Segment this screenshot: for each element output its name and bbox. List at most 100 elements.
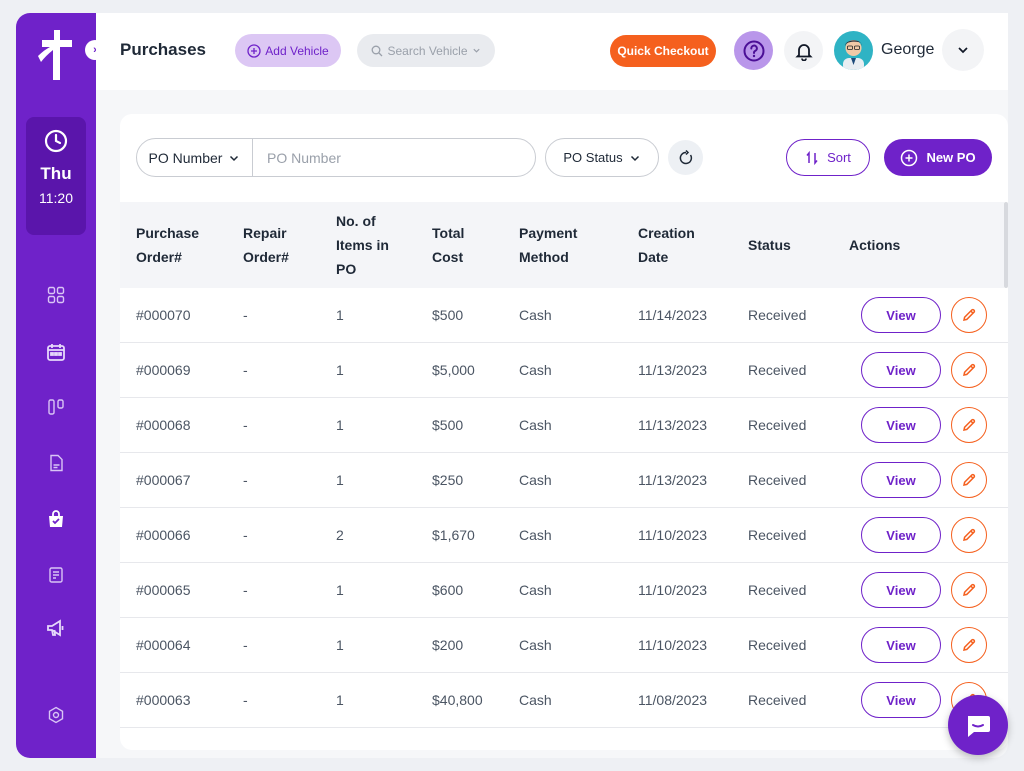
chat-bubble-icon <box>963 710 993 740</box>
view-button[interactable]: View <box>861 297 941 333</box>
pencil-icon <box>961 472 977 488</box>
column-header-total-cost[interactable]: Total Cost <box>432 221 464 269</box>
cell-repair-order: - <box>243 563 248 618</box>
column-header-repair-order[interactable]: Repair Order# <box>243 221 289 269</box>
cell-items: 1 <box>336 618 344 673</box>
quick-checkout-button[interactable]: Quick Checkout <box>610 35 716 67</box>
app-logo[interactable] <box>36 28 76 83</box>
user-menu-button[interactable] <box>942 29 984 71</box>
cell-payment-method: Cash <box>519 673 552 728</box>
cell-payment-method: Cash <box>519 288 552 343</box>
po-status-select[interactable]: PO Status <box>545 138 659 177</box>
cell-items: 1 <box>336 398 344 453</box>
cell-creation-date: 11/14/2023 <box>638 288 707 343</box>
cell-total-cost: $250 <box>432 453 463 508</box>
cell-po: #000070 <box>136 288 191 343</box>
table-row: #000066-2 $1,670 Cash 11/10/2023 Received Vie… <box>120 508 1008 563</box>
po-number-input[interactable] <box>253 139 535 176</box>
user-name[interactable]: George <box>881 41 934 59</box>
cell-total-cost: $1,670 <box>432 508 475 563</box>
column-header-creation-date[interactable]: Creation Date <box>638 221 695 269</box>
purchases-panel: PO Number PO Status Sort New PO Purchase… <box>120 114 1008 750</box>
top-bar: Purchases Add Vehicle Search Vehicle Qui… <box>96 13 1008 90</box>
column-header-payment-method[interactable]: Payment Method <box>519 221 577 269</box>
new-po-label: New PO <box>926 150 975 165</box>
invoice-icon[interactable] <box>44 563 68 587</box>
cell-status: Received <box>748 508 806 563</box>
cell-po: #000068 <box>136 398 191 453</box>
cell-status: Received <box>748 398 806 453</box>
chevron-down-icon <box>956 43 970 57</box>
cell-items: 1 <box>336 453 344 508</box>
dashboard-icon[interactable] <box>44 283 68 307</box>
chat-button[interactable] <box>948 695 1008 755</box>
clock-icon <box>44 129 68 158</box>
settings-icon[interactable] <box>44 703 68 727</box>
view-button[interactable]: View <box>861 572 941 608</box>
cell-payment-method: Cash <box>519 508 552 563</box>
chevron-down-icon <box>228 152 240 164</box>
cell-payment-method: Cash <box>519 453 552 508</box>
view-button[interactable]: View <box>861 517 941 553</box>
cell-total-cost: $500 <box>432 288 463 343</box>
pencil-icon <box>961 307 977 323</box>
column-header-actions: Actions <box>849 233 900 257</box>
cell-total-cost: $500 <box>432 398 463 453</box>
table-row: #000069-1 $5,000 Cash 11/13/2023 Received Vie… <box>120 343 1008 398</box>
cell-status: Received <box>748 673 806 728</box>
cell-creation-date: 11/10/2023 <box>638 563 707 618</box>
view-button[interactable]: View <box>861 462 941 498</box>
column-header-status[interactable]: Status <box>748 233 791 257</box>
edit-button[interactable] <box>951 407 987 443</box>
calendar-icon[interactable] <box>44 340 68 364</box>
edit-button[interactable] <box>951 627 987 663</box>
column-header-po[interactable]: Purchase Order# <box>136 221 199 269</box>
view-button[interactable]: View <box>861 627 941 663</box>
megaphone-icon[interactable] <box>44 616 68 640</box>
search-vehicle-dropdown[interactable]: Search Vehicle <box>357 34 495 67</box>
pencil-icon <box>961 362 977 378</box>
cell-creation-date: 11/13/2023 <box>638 453 707 508</box>
table-row: #000067-1 $250 Cash 11/13/2023 Received View <box>120 453 1008 508</box>
pencil-icon <box>961 637 977 653</box>
edit-button[interactable] <box>951 517 987 553</box>
cell-creation-date: 11/10/2023 <box>638 508 707 563</box>
user-avatar[interactable] <box>834 31 873 70</box>
document-icon[interactable] <box>44 451 68 475</box>
cell-creation-date: 11/13/2023 <box>638 398 707 453</box>
cell-repair-order: - <box>243 618 248 673</box>
view-button[interactable]: View <box>861 682 941 718</box>
view-button[interactable]: View <box>861 407 941 443</box>
filter-field-select[interactable]: PO Number <box>137 139 253 176</box>
table-scrollbar[interactable] <box>1004 202 1008 288</box>
edit-button[interactable] <box>951 572 987 608</box>
sidebar: › Thu 11:20 <box>16 13 96 758</box>
cell-repair-order: - <box>243 288 248 343</box>
new-po-button[interactable]: New PO <box>884 139 992 176</box>
edit-button[interactable] <box>951 297 987 333</box>
search-icon <box>371 45 383 57</box>
shopping-bag-icon[interactable] <box>44 507 68 531</box>
help-button[interactable] <box>734 31 773 70</box>
plus-circle-icon <box>247 44 261 58</box>
cell-status: Received <box>748 288 806 343</box>
bell-icon <box>794 41 814 61</box>
chevron-down-icon <box>629 152 641 164</box>
pencil-icon <box>961 527 977 543</box>
refresh-button[interactable] <box>668 140 703 175</box>
edit-button[interactable] <box>951 352 987 388</box>
cell-repair-order: - <box>243 453 248 508</box>
sort-button[interactable]: Sort <box>786 139 870 176</box>
edit-button[interactable] <box>951 462 987 498</box>
cell-total-cost: $40,800 <box>432 673 483 728</box>
column-header-items[interactable]: No. of Items in PO <box>336 209 389 281</box>
board-icon[interactable] <box>44 395 68 419</box>
cell-repair-order: - <box>243 343 248 398</box>
notifications-button[interactable] <box>784 31 823 70</box>
add-vehicle-button[interactable]: Add Vehicle <box>235 34 341 67</box>
table-row: #000063-1 $40,800 Cash 11/08/2023 Received Vi… <box>120 673 1008 728</box>
sort-icon <box>805 151 819 165</box>
cell-payment-method: Cash <box>519 563 552 618</box>
view-button[interactable]: View <box>861 352 941 388</box>
refresh-icon <box>678 150 694 166</box>
